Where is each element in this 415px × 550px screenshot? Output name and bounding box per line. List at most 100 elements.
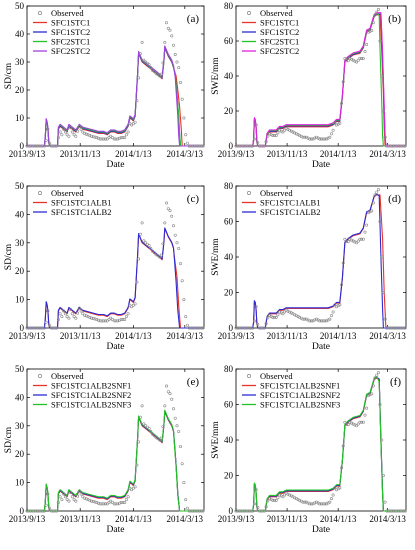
x-tick-label: 2014/1/13	[115, 331, 152, 341]
observed-point	[117, 136, 121, 140]
y-tick-label: 0	[20, 141, 25, 151]
observed-point	[308, 319, 312, 323]
y-tick-label: 20	[15, 266, 25, 276]
observed-point	[271, 498, 275, 502]
observed-point	[97, 501, 101, 505]
observed-point	[381, 473, 385, 477]
observed-point	[346, 59, 350, 63]
observed-point	[358, 56, 362, 60]
observed-point	[58, 312, 62, 316]
observed-point	[401, 144, 405, 148]
observed-point	[276, 131, 280, 135]
observed-point	[244, 144, 248, 148]
observed-point	[272, 315, 276, 319]
observed-point	[112, 137, 116, 141]
observed-point	[84, 132, 88, 136]
y-tick-label: 20	[15, 85, 25, 95]
observed-point	[385, 144, 389, 148]
x-axis-label: Date	[107, 342, 125, 352]
observed-point	[252, 502, 256, 506]
legend-label: SFC1STC2	[51, 27, 90, 37]
observed-point	[175, 424, 179, 428]
observed-point	[184, 315, 188, 319]
observed-point	[247, 509, 251, 513]
observed-point	[386, 326, 390, 330]
observed-point	[257, 326, 261, 330]
observed-point	[264, 505, 268, 509]
observed-point	[41, 144, 45, 148]
observed-point	[135, 99, 139, 103]
observed-point	[256, 505, 260, 509]
observed-point	[126, 495, 130, 499]
observed-point	[266, 316, 270, 320]
observed-point	[338, 303, 342, 307]
observed-point	[70, 130, 74, 134]
x-tick-label: 2014/3/13	[369, 331, 406, 341]
observed-point	[30, 144, 34, 148]
observed-point	[239, 509, 243, 513]
observed-point	[249, 326, 253, 330]
observed-point	[301, 135, 305, 139]
panel-label: (c)	[187, 193, 200, 205]
legend-label: SFC2STC2	[260, 46, 299, 56]
observed-point	[124, 315, 128, 319]
observed-point	[172, 224, 176, 228]
observed-point	[355, 424, 359, 428]
observed-point	[370, 28, 374, 32]
observed-point	[119, 500, 123, 504]
x-tick-label: 2013/11/13	[267, 331, 308, 341]
observed-point	[110, 317, 114, 321]
observed-point	[198, 509, 202, 513]
observed-point	[163, 40, 167, 44]
y-tick-label: 10	[15, 478, 25, 488]
observed-point	[170, 34, 174, 38]
observed-point	[192, 144, 196, 148]
observed-point	[142, 422, 146, 426]
observed-point	[65, 133, 69, 137]
legend-label: SFC2STC1	[51, 37, 90, 47]
observed-point	[234, 326, 238, 330]
observed-point	[110, 500, 114, 504]
observed-point	[137, 76, 141, 80]
observed-point	[236, 326, 240, 330]
observed-point	[175, 241, 179, 245]
observed-point	[252, 319, 256, 323]
x-axis-label: Date	[312, 160, 330, 170]
observed-point	[403, 509, 407, 513]
observed-point	[383, 135, 387, 139]
observed-point	[194, 326, 198, 330]
observed-point	[390, 326, 394, 330]
y-tick-label: 50	[15, 1, 25, 11]
legend-marker-observed	[247, 191, 251, 195]
observed-point	[53, 509, 57, 513]
x-tick-label: 2013/11/13	[267, 149, 308, 159]
legend-label: SFC1STC1	[51, 18, 90, 28]
observed-point	[88, 498, 92, 502]
observed-point	[187, 509, 191, 513]
observed-point	[34, 144, 38, 148]
observed-point	[259, 144, 263, 148]
observed-point	[246, 509, 250, 513]
observed-point	[256, 322, 260, 326]
observed-point	[133, 120, 137, 124]
observed-point	[105, 319, 109, 323]
legend-marker-observed	[38, 11, 42, 15]
observed-point	[201, 509, 205, 513]
x-tick-label: 2013/9/13	[9, 149, 46, 159]
observed-point	[257, 509, 261, 513]
observed-point	[116, 319, 120, 323]
observed-point	[360, 237, 364, 241]
y-tick-label: 10	[15, 113, 25, 123]
observed-point	[93, 135, 97, 139]
observed-point	[247, 144, 251, 148]
observed-point	[259, 326, 263, 330]
observed-point	[77, 124, 81, 128]
observed-point	[154, 435, 158, 439]
observed-point	[37, 509, 41, 513]
observed-point	[37, 144, 41, 148]
observed-point	[339, 466, 343, 470]
x-tick-label: 2013/9/13	[218, 149, 255, 159]
observed-point	[149, 247, 153, 251]
observed-point	[403, 326, 407, 330]
x-axis-label: Date	[107, 525, 125, 535]
